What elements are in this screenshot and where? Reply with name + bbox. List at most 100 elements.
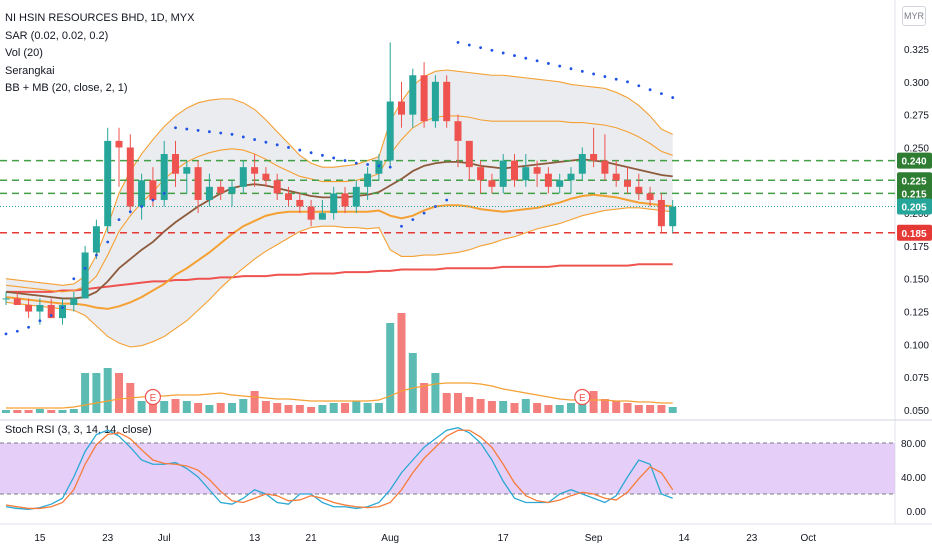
time-tick-label: 17 (498, 533, 510, 544)
sar-dot (196, 128, 200, 132)
price-label-text: 0.185 (901, 229, 926, 240)
sar-indicator-label[interactable]: SAR (0.02, 0.02, 0.2) (5, 29, 109, 42)
currency-badge[interactable]: MYR (902, 6, 926, 26)
sar-dot (524, 56, 528, 60)
volume-bar (92, 373, 101, 413)
volume-bar (182, 401, 191, 413)
candle-body (624, 180, 631, 187)
price-label-box (897, 172, 932, 189)
price-tick-label: 0.250 (904, 143, 929, 154)
time-tick-label: 15 (34, 533, 46, 544)
candle-body (183, 167, 191, 174)
price-label-text: 0.240 (901, 157, 926, 168)
sar-dot (4, 332, 8, 336)
candle-body (612, 173, 620, 181)
long-ma-line (6, 263, 673, 293)
sar-dot (456, 41, 460, 44)
candle-body (47, 304, 55, 319)
candle-body (398, 101, 405, 115)
candle-body (669, 206, 677, 227)
sar-dot (626, 80, 629, 84)
price-tick-label: 0.175 (904, 242, 929, 253)
price-tick-label: 0.275 (904, 111, 929, 122)
sar-dot (660, 92, 663, 96)
candle-body (25, 304, 33, 312)
sar-dot (445, 198, 449, 202)
volume-bar (431, 373, 440, 413)
candle-body (341, 193, 349, 207)
sar-dot (27, 325, 30, 329)
volume-bar (205, 405, 214, 413)
candle-body (262, 173, 270, 181)
candle-body (318, 213, 326, 220)
candle-body (285, 193, 292, 200)
sar-dot (388, 165, 392, 169)
sar-dot (106, 240, 110, 244)
time-tick-label: 23 (746, 533, 758, 544)
volume-bar (668, 407, 677, 413)
volume-bar (476, 399, 485, 413)
candle-body (81, 252, 89, 299)
candle-body (443, 81, 451, 122)
volume-bar (24, 410, 33, 413)
sar-dot (580, 69, 584, 73)
volume-bar (634, 405, 643, 413)
event-marker (574, 388, 591, 406)
sar-dot (671, 96, 675, 99)
sar-dot (162, 192, 166, 195)
time-tick-label: 14 (678, 533, 690, 544)
sar-dot (287, 146, 290, 149)
volume-bar (81, 373, 90, 413)
volume-bar (589, 391, 598, 413)
sar-dot (648, 88, 652, 92)
volume-bar (386, 323, 395, 413)
volume-indicator-label[interactable]: Vol (20) (5, 47, 43, 59)
sar-dot (501, 51, 505, 55)
volume-bar (600, 399, 609, 413)
serangkai-indicator-label[interactable]: Serangkai (5, 64, 55, 77)
symbol-title[interactable]: NI HSIN RESOURCES BHD, 1D, MYX (5, 12, 195, 24)
sar-dot (264, 140, 268, 144)
sar-dot (185, 127, 189, 131)
time-tick-label: Oct (801, 533, 817, 544)
volume-bar (284, 405, 293, 413)
volume-bar (307, 407, 316, 413)
price-label-box (897, 198, 932, 215)
candle-body (138, 180, 146, 207)
sar-dot (614, 77, 618, 81)
volume-bar (35, 409, 44, 413)
time-tick-label: 23 (102, 533, 114, 544)
sar-dot (253, 138, 256, 141)
sar-dot (569, 67, 573, 71)
candle-body (533, 167, 541, 174)
candle-body (364, 173, 372, 187)
sar-dot (479, 46, 482, 50)
bb-indicator-label[interactable]: BB + MB (20, close, 2, 1) (5, 82, 128, 94)
volume-bar (2, 410, 10, 413)
sar-dot (128, 210, 132, 214)
price-label-box (897, 224, 932, 241)
candle-body (115, 140, 123, 148)
volume-bar (397, 313, 406, 413)
rsi-tick-label: 80.00 (901, 439, 926, 450)
volume-bar (646, 405, 655, 413)
sar-dot (230, 132, 234, 136)
candle-body (205, 186, 213, 200)
volume-bar (58, 410, 67, 413)
volume-bar (318, 405, 327, 413)
candle-body (160, 154, 168, 200)
candle-body (126, 147, 134, 207)
volume-bar (533, 403, 542, 413)
price-tick-label: 0.125 (904, 308, 929, 319)
candle-body (251, 167, 259, 174)
sar-dot (411, 218, 415, 222)
sar-dot (309, 151, 313, 155)
volume-bar (69, 409, 78, 413)
sar-dot (547, 62, 550, 65)
volume-bar (250, 391, 259, 413)
candle-body (36, 304, 44, 312)
price-tick-label: 0.150 (904, 275, 929, 286)
volume-bar (239, 399, 248, 413)
rsi-tick-label: 40.00 (901, 473, 926, 484)
